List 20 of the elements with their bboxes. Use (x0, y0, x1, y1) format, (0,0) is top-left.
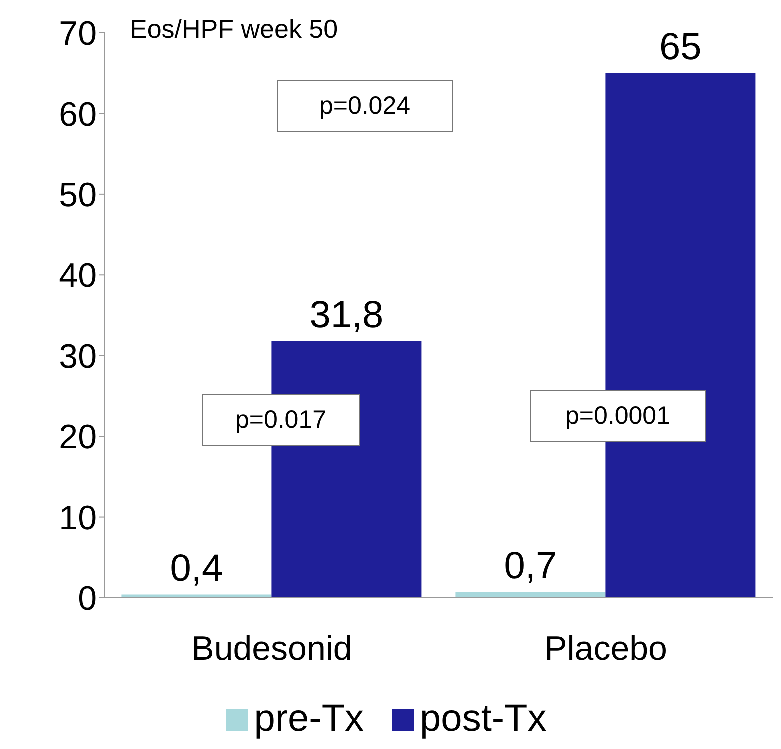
y-tick-label: 30 (59, 338, 97, 376)
text-box: p=0.024 (277, 80, 453, 132)
text-box: p=0.017 (202, 394, 360, 446)
data-label: 0,7 (504, 545, 558, 588)
legend-label: post-Tx (419, 698, 547, 741)
data-label: 65 (660, 26, 702, 68)
text-box: p=0.0001 (530, 390, 706, 442)
x-tick-label: Placebo (544, 630, 668, 668)
chart-title: Eos/HPF week 50 (130, 14, 338, 45)
x-tick-label: Budesonid (192, 630, 352, 668)
data-label: 0,4 (170, 548, 224, 590)
y-tick-label: 70 (59, 15, 97, 54)
legend-label: pre-Tx (253, 698, 364, 741)
y-tick-label: 20 (59, 418, 97, 457)
data-label: 31,8 (310, 294, 384, 336)
y-tick-label: 60 (59, 96, 97, 134)
y-tick-label: 50 (59, 176, 97, 214)
y-tick-label: 0 (78, 580, 97, 618)
y-tick-label: 40 (59, 257, 97, 296)
y-tick-label: 10 (59, 499, 97, 538)
